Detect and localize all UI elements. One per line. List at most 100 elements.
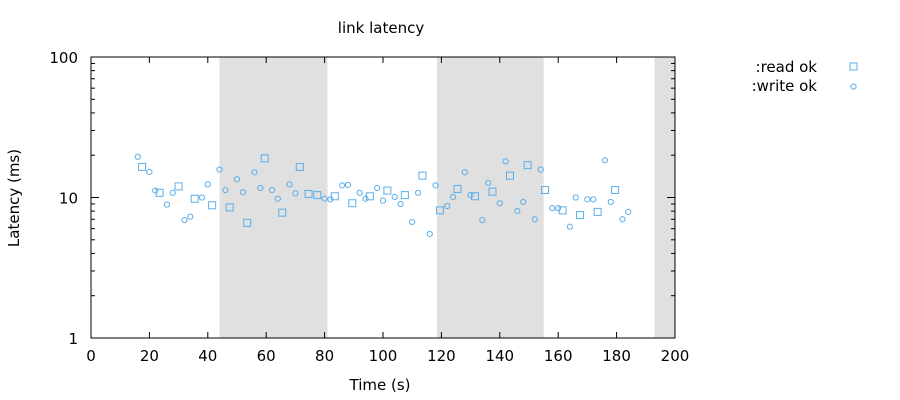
write-ok-point: [379, 197, 387, 204]
write-ok-point: [537, 166, 544, 173]
legend-marker-write-ok: [850, 83, 857, 90]
read-ok-point: [506, 171, 515, 180]
read-ok-point: [330, 192, 339, 201]
write-ok-point: [531, 216, 538, 223]
read-ok-point: [453, 184, 462, 193]
write-ok-point: [414, 189, 422, 196]
write-ok-point: [549, 205, 556, 212]
legend-label-write-ok: :write ok: [752, 77, 818, 95]
read-ok-point: [611, 186, 620, 195]
read-ok-point: [138, 162, 147, 171]
write-ok-point: [362, 195, 369, 202]
write-ok-point: [601, 157, 609, 164]
read-ok-point: [400, 191, 409, 200]
write-ok-point: [584, 196, 591, 203]
write-ok-point: [169, 189, 176, 196]
x-tick-label: 60: [257, 347, 276, 365]
x-tick-label: 40: [198, 347, 217, 365]
write-ok-point: [204, 181, 211, 188]
write-ok-point: [496, 200, 503, 207]
chart-title: link latency: [338, 19, 425, 37]
write-ok-point: [163, 201, 171, 208]
write-ok-point: [555, 205, 562, 212]
y-tick-label: 100: [49, 49, 78, 67]
read-ok-point: [190, 194, 199, 203]
x-tick-label: 160: [544, 347, 573, 365]
write-ok-point: [590, 196, 597, 203]
read-ok-point: [208, 201, 217, 210]
read-ok-point: [260, 154, 269, 163]
read-ok-point: [225, 203, 234, 212]
read-ok-point: [435, 206, 444, 215]
write-ok-point: [181, 217, 188, 224]
x-tick-label: 0: [86, 347, 96, 365]
write-ok-point: [268, 186, 276, 194]
write-ok-point: [444, 202, 451, 210]
x-tick-label: 120: [427, 347, 456, 365]
write-ok-point: [233, 176, 241, 183]
write-ok-point: [391, 193, 398, 200]
write-ok-point: [187, 213, 194, 220]
axis-ticks: 0 20 40 60 80 100 120 140 160 180 200 1 10 100: [49, 49, 689, 365]
read-ok-point: [383, 186, 392, 195]
y-tick-label: 1: [68, 330, 78, 348]
write-ok-point: [607, 198, 614, 206]
x-tick-label: 180: [602, 347, 631, 365]
write-ok-point: [344, 181, 352, 188]
data-points: [134, 153, 632, 238]
write-ok-point: [198, 194, 206, 201]
read-ok-point: [470, 192, 479, 201]
y-axis-title: Latency (ms): [5, 149, 23, 247]
write-ok-point: [409, 218, 416, 226]
write-ok-point: [485, 179, 492, 187]
write-ok-point: [467, 192, 474, 199]
read-ok-point: [243, 218, 252, 227]
x-tick-label: 140: [485, 347, 514, 365]
x-tick-label: 100: [369, 347, 398, 365]
shaded-intervals: [219, 57, 675, 338]
write-ok-point: [426, 230, 433, 238]
write-ok-point: [134, 153, 141, 160]
read-ok-point: [488, 187, 497, 196]
legend-marker-read-ok: [849, 62, 858, 71]
write-ok-point: [222, 186, 229, 194]
read-ok-point: [304, 189, 313, 198]
write-ok-point: [239, 189, 246, 196]
write-ok-point: [625, 208, 632, 215]
read-ok-point: [313, 191, 322, 200]
write-ok-point: [152, 187, 159, 194]
y-tick-label: 10: [59, 190, 78, 208]
read-ok-point: [295, 162, 304, 171]
write-ok-point: [479, 217, 486, 224]
write-ok-point: [572, 194, 579, 201]
write-ok-point: [339, 182, 346, 189]
read-ok-point: [365, 192, 374, 201]
write-ok-point: [374, 184, 381, 192]
shaded-interval-1: [437, 57, 544, 338]
write-ok-point: [566, 223, 573, 230]
plot-frame: [90, 56, 676, 339]
write-ok-point: [619, 216, 626, 223]
write-ok-point: [461, 169, 468, 176]
write-ok-point: [397, 200, 404, 208]
write-ok-point: [146, 168, 153, 176]
write-ok-point: [286, 181, 293, 188]
shaded-interval-2: [654, 57, 675, 338]
read-ok-point: [348, 199, 357, 208]
x-tick-label: 200: [661, 347, 690, 365]
write-ok-point: [292, 190, 299, 197]
read-ok-point: [523, 161, 532, 170]
write-ok-point: [274, 195, 281, 202]
write-ok-point: [257, 184, 264, 192]
write-ok-point: [502, 158, 509, 165]
x-axis-title: Time (s): [349, 376, 411, 394]
x-tick-label: 80: [315, 347, 334, 365]
read-ok-point: [541, 186, 550, 195]
write-ok-point: [327, 196, 334, 203]
write-ok-point: [321, 195, 328, 202]
x-tick-label: 20: [140, 347, 159, 365]
write-ok-point: [251, 169, 258, 176]
write-ok-point: [216, 166, 223, 173]
legend-label-read-ok: :read ok: [756, 58, 818, 76]
